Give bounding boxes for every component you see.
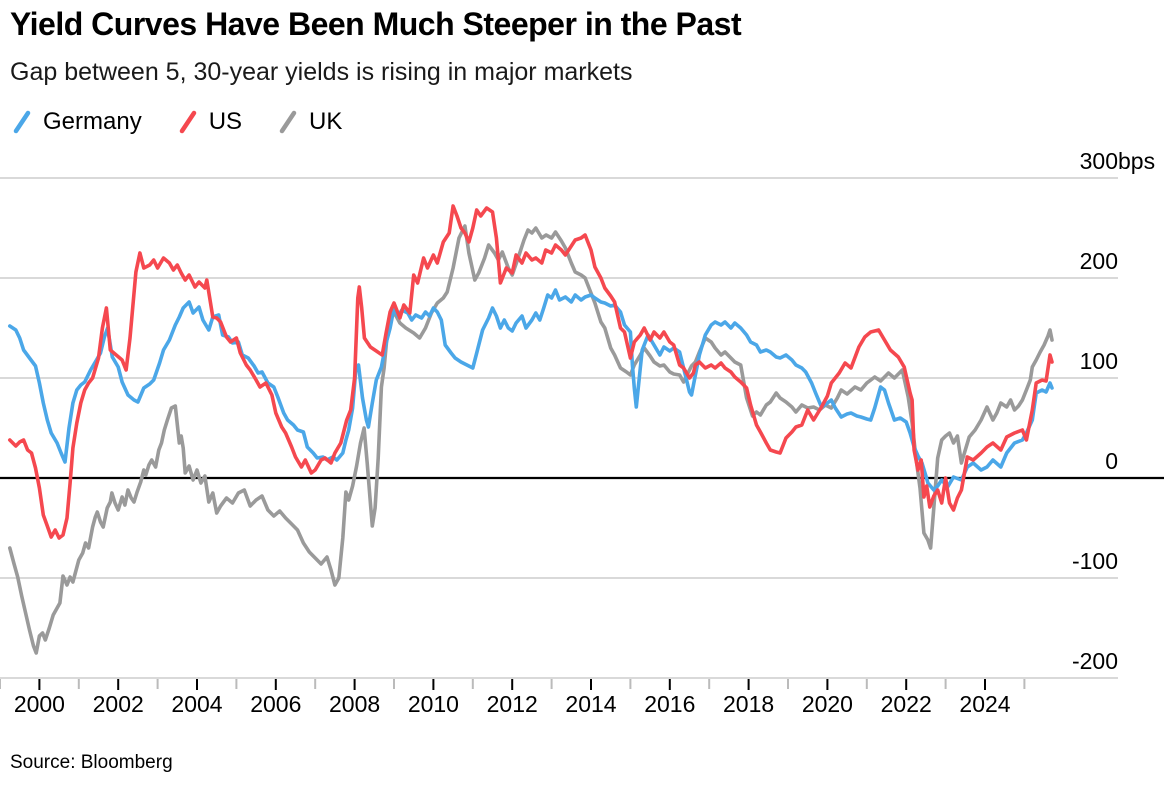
legend-item-uk: UK — [278, 108, 342, 136]
svg-text:2018: 2018 — [723, 691, 774, 717]
svg-text:2008: 2008 — [329, 691, 380, 717]
svg-text:-200: -200 — [1072, 648, 1118, 674]
svg-text:2012: 2012 — [487, 691, 538, 717]
svg-text:200: 200 — [1080, 248, 1118, 274]
legend-label: US — [208, 108, 243, 135]
svg-text:300: 300 — [1080, 148, 1118, 174]
svg-text:2016: 2016 — [644, 691, 695, 717]
svg-text:0: 0 — [1105, 448, 1118, 474]
svg-text:2022: 2022 — [881, 691, 932, 717]
series-line-uk — [8, 224, 1054, 655]
svg-text:-100: -100 — [1072, 548, 1118, 574]
svg-text:2020: 2020 — [802, 691, 853, 717]
series-line-us — [8, 204, 1054, 540]
svg-text:2014: 2014 — [565, 691, 616, 717]
svg-text:2024: 2024 — [959, 691, 1010, 717]
legend: Germany US UK — [12, 108, 342, 136]
source-note: Source: Bloomberg — [10, 752, 173, 773]
series-line-germany — [8, 288, 1054, 492]
y-axis-labels: 300 bps 200 100 0 -100 -200 — [1072, 148, 1155, 674]
svg-text:100: 100 — [1080, 348, 1118, 374]
legend-label: UK — [309, 108, 343, 135]
legend-slash-icon — [13, 110, 31, 134]
svg-text:2000: 2000 — [14, 691, 65, 717]
gridlines — [0, 177, 1118, 679]
chart-title: Yield Curves Have Been Much Steeper in t… — [10, 6, 742, 42]
svg-text:2010: 2010 — [408, 691, 459, 717]
legend-slash-icon — [279, 110, 297, 134]
legend-item-us: US — [178, 108, 242, 136]
svg-text:2004: 2004 — [171, 691, 222, 717]
legend-label: Germany — [43, 108, 142, 135]
svg-text:2006: 2006 — [250, 691, 301, 717]
svg-text:2002: 2002 — [93, 691, 144, 717]
svg-text:bps: bps — [1118, 148, 1155, 174]
legend-item-germany: Germany — [12, 108, 142, 136]
legend-slash-icon — [179, 110, 196, 134]
x-axis-ticks — [0, 679, 1026, 690]
x-axis-labels: 2000 2002 2004 2006 2008 2010 2012 2014 2016 2018… — [14, 691, 1011, 717]
chart-subtitle: Gap between 5, 30-year yields is rising … — [10, 58, 633, 86]
